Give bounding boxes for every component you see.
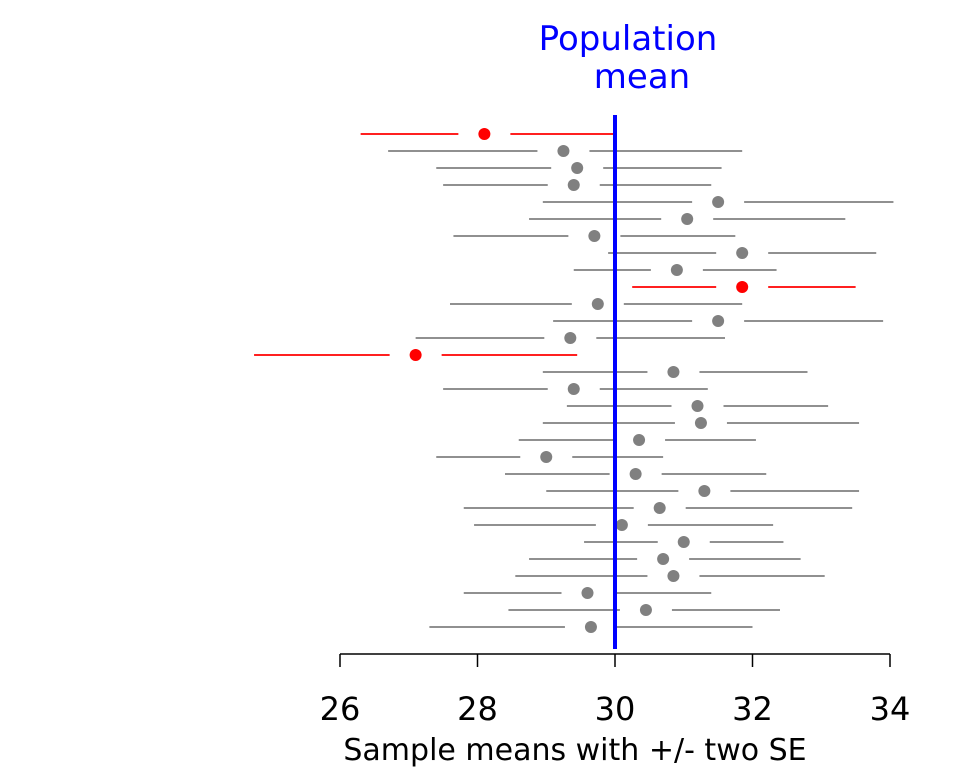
interval-row [463,502,853,514]
interval-row [429,621,753,633]
interval-row [542,417,860,429]
sample-mean-point [670,264,683,276]
intervals-layer [254,128,894,633]
population-mean-label-line2: mean [594,57,690,97]
interval-row [608,247,877,259]
interval-row [584,536,784,548]
interval-row [474,519,774,531]
sample-mean-point [657,553,670,565]
interval-row [518,434,756,446]
sample-mean-point [681,213,694,225]
x-tick-label: 30 [595,690,636,728]
interval-row [450,298,743,310]
sample-mean-point [677,536,690,548]
interval-row [566,400,829,412]
population-mean-label-line1: Population [539,19,718,59]
x-tick-label: 32 [732,690,773,728]
sample-mean-point [540,451,553,463]
interval-row [443,383,708,395]
interval-row [573,264,777,276]
sample-mean-point [588,230,601,242]
sample-mean-point [557,145,570,157]
sample-mean-point [667,366,680,378]
interval-row [436,162,722,174]
sample-mean-point [584,621,597,633]
interval-row [542,196,894,208]
sample-mean-point [653,502,666,514]
x-axis-title: Sample means with +/- two SE [343,733,806,768]
sample-mean-point [691,400,704,412]
sample-mean-point [567,383,580,395]
interval-row [546,485,860,497]
interval-row [436,451,664,463]
sample-mean-point [629,468,642,480]
sample-mean-point [567,179,580,191]
sample-mean-point [615,519,628,531]
sample-mean-point [409,349,422,361]
interval-row [415,332,725,344]
sample-mean-point [736,281,749,293]
interval-row [553,315,884,327]
sample-mean-point [712,315,725,327]
interval-row [505,468,767,480]
sample-mean-point [581,587,594,599]
sample-mean-point [698,485,711,497]
interval-row [463,587,712,599]
sample-mean-point [736,247,749,259]
sample-mean-point [712,196,725,208]
interval-row [542,366,808,378]
interval-row [388,145,743,157]
sample-mean-point [478,128,491,140]
x-axis: 26 28 30 32 34 [320,653,911,728]
interval-row [443,179,712,191]
sample-mean-point [591,298,604,310]
interval-row [254,349,578,361]
interval-row [515,570,825,582]
interval-row [453,230,736,242]
sample-mean-point [633,434,646,446]
interval-row [632,281,856,293]
x-tick-label: 34 [870,690,911,728]
interval-row [529,213,846,225]
interval-row [508,604,780,616]
interval-row [529,553,801,565]
sample-mean-point [667,570,680,582]
sample-mean-point [639,604,652,616]
sample-mean-point [694,417,707,429]
sample-mean-point [564,332,577,344]
sample-mean-point [571,162,584,174]
x-tick-label: 28 [457,690,498,728]
interval-row [360,128,615,140]
x-tick-label: 26 [320,690,361,728]
